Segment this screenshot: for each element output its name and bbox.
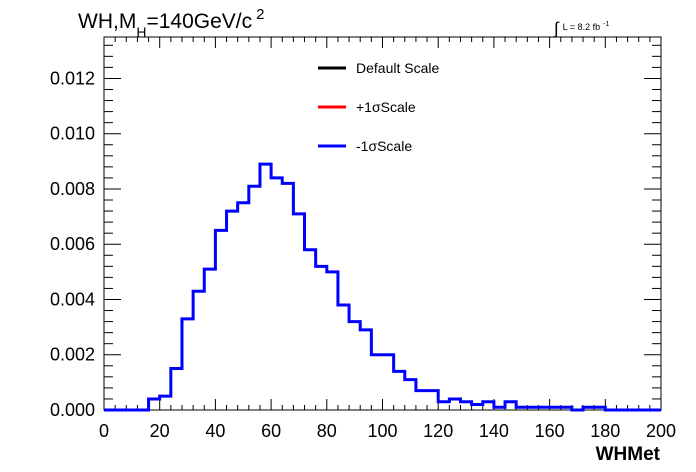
x-axis-label: WHMet <box>596 444 661 465</box>
chart-title: WH,MH=140GeV/c 2 <box>78 6 264 40</box>
x-tick-label: 100 <box>367 421 397 441</box>
x-tick-label: 160 <box>535 421 565 441</box>
x-tick-label: 20 <box>150 421 170 441</box>
series-layer <box>104 162 661 412</box>
y-tick-label: 0.012 <box>50 68 95 88</box>
x-tick-label: 200 <box>646 421 676 441</box>
x-tick-label: 40 <box>205 421 225 441</box>
x-tick-label: 60 <box>261 421 281 441</box>
legend-label: +1σScale <box>356 99 416 115</box>
luminosity-label: ∫ L = 8.2 fb -1 <box>553 19 609 38</box>
y-tick-label: 0.000 <box>50 400 95 420</box>
x-tick-label: 80 <box>317 421 337 441</box>
axes: 0 20 40 60 80 100 120 140 160 180 200 0.000 0.002 0.0… <box>50 37 676 441</box>
y-tick-label: 0.002 <box>50 345 95 365</box>
x-tick-label: 140 <box>479 421 509 441</box>
legend-label: Default Scale <box>356 60 439 76</box>
y-tick-label: 0.004 <box>50 289 95 309</box>
x-tick-label: 180 <box>590 421 620 441</box>
series-line <box>104 162 661 412</box>
y-tick-label: 0.006 <box>50 234 95 254</box>
x-tick-label: 0 <box>99 421 109 441</box>
legend-label: -1σScale <box>356 138 412 154</box>
x-tick-label: 120 <box>423 421 453 441</box>
legend: Default Scale +1σScale -1σScale <box>318 60 439 154</box>
y-tick-label: 0.010 <box>50 124 95 144</box>
y-tick-label: 0.008 <box>50 179 95 199</box>
